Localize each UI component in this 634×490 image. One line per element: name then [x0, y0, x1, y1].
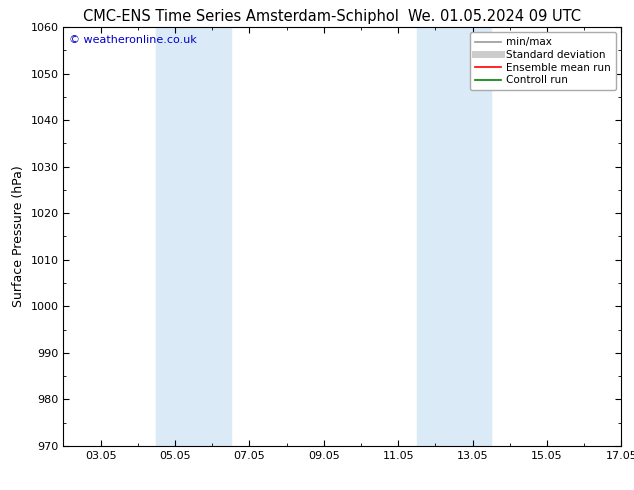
- Text: We. 01.05.2024 09 UTC: We. 01.05.2024 09 UTC: [408, 9, 581, 24]
- Text: © weatheronline.co.uk: © weatheronline.co.uk: [69, 35, 197, 46]
- Legend: min/max, Standard deviation, Ensemble mean run, Controll run: min/max, Standard deviation, Ensemble me…: [470, 32, 616, 90]
- Bar: [157, 27, 231, 446]
- Bar: [417, 27, 491, 446]
- Text: CMC-ENS Time Series Amsterdam-Schiphol: CMC-ENS Time Series Amsterdam-Schiphol: [83, 9, 399, 24]
- Y-axis label: Surface Pressure (hPa): Surface Pressure (hPa): [12, 166, 25, 307]
